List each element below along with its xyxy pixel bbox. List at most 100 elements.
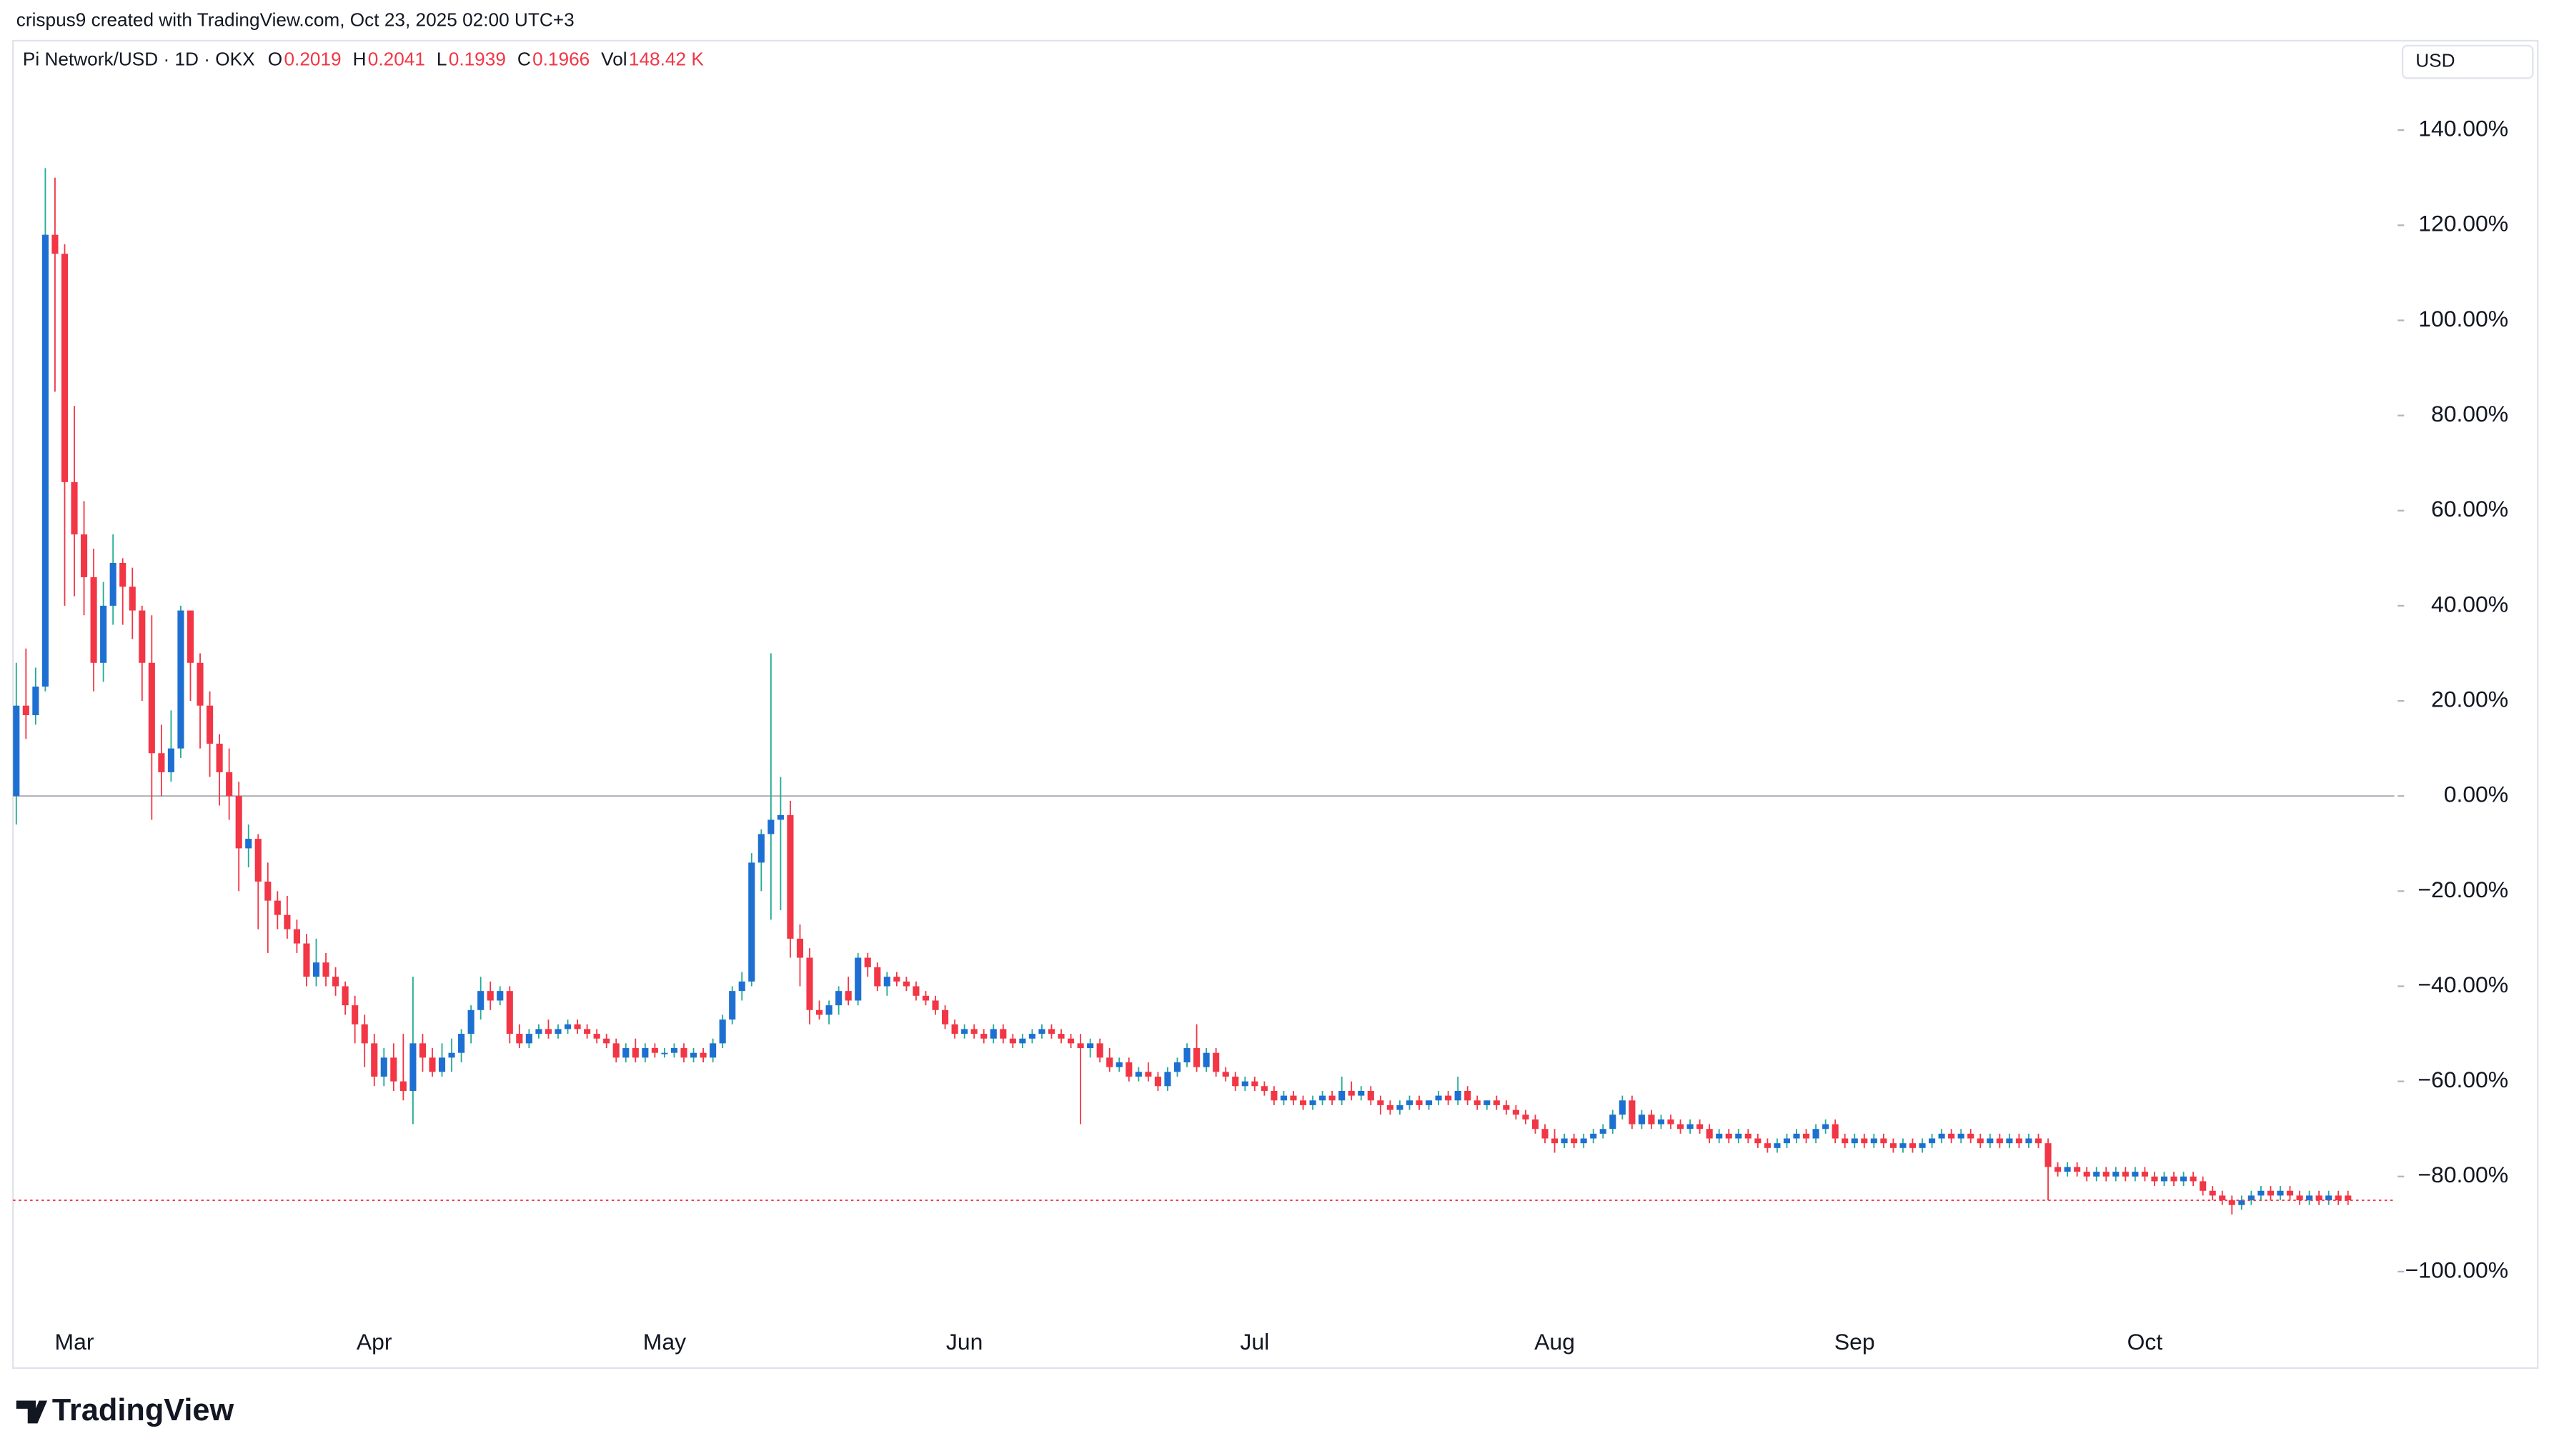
- candle-body: [419, 1043, 427, 1058]
- candle-body: [2064, 1167, 2071, 1172]
- x-tick-label: Sep: [1834, 1329, 1875, 1355]
- candle-body: [51, 234, 59, 254]
- candle-body: [1145, 1072, 1152, 1077]
- candle-body: [2160, 1176, 2168, 1182]
- candle-body: [2286, 1190, 2294, 1196]
- candle-body: [100, 605, 107, 663]
- candle-body: [1096, 1043, 1103, 1058]
- candle-body: [2006, 1138, 2013, 1144]
- y-tick-label: −100.00%: [2405, 1257, 2509, 1282]
- candle-body: [622, 1048, 630, 1058]
- candle-body: [2054, 1167, 2062, 1172]
- candle-body: [719, 1019, 726, 1044]
- x-tick-label: Oct: [2127, 1329, 2163, 1355]
- candle-body: [41, 234, 49, 687]
- candle-body: [2325, 1195, 2332, 1201]
- candle-body: [1173, 1062, 1181, 1072]
- candle-body: [670, 1048, 678, 1053]
- candle-body: [1667, 1119, 1674, 1125]
- candle-body: [1619, 1100, 1626, 1115]
- candle-body: [738, 981, 745, 992]
- candle-body: [1880, 1138, 1887, 1144]
- currency-box[interactable]: [2401, 44, 2534, 79]
- candle-body: [1629, 1100, 1636, 1125]
- candle-body: [1232, 1076, 1239, 1087]
- candle-body: [1793, 1133, 1800, 1139]
- candle-body: [1551, 1138, 1559, 1144]
- candle-body: [2044, 1143, 2052, 1167]
- candle-body: [187, 610, 194, 663]
- ohlc-value: 0.1939: [449, 48, 506, 69]
- candle-body: [1164, 1072, 1171, 1087]
- candle-body: [1842, 1138, 1849, 1144]
- candle-body: [148, 662, 155, 754]
- candle-body: [129, 587, 136, 611]
- candle-body: [226, 772, 233, 797]
- candle-body: [961, 1029, 968, 1034]
- y-tick-label: 80.00%: [2431, 401, 2508, 427]
- ohlc-value: 148.42 K: [629, 48, 704, 69]
- candle-body: [642, 1048, 649, 1058]
- candle-body: [1328, 1095, 1336, 1101]
- x-tick-label: Aug: [1534, 1329, 1575, 1355]
- candle-body: [2074, 1167, 2081, 1172]
- candle-body: [1531, 1119, 1539, 1130]
- candle-body: [332, 977, 339, 987]
- candle-body: [2219, 1195, 2226, 1201]
- candle-body: [516, 1034, 523, 1044]
- candle-body: [1435, 1095, 1442, 1101]
- candle-body: [603, 1038, 610, 1044]
- candle-body: [438, 1057, 446, 1072]
- candle-body: [399, 1081, 407, 1091]
- candle-body: [777, 814, 784, 820]
- candle-body: [1977, 1138, 1984, 1144]
- candle-body: [1048, 1029, 1055, 1034]
- y-tick-label: −80.00%: [2418, 1162, 2508, 1187]
- candle-body: [815, 1009, 823, 1015]
- candle-body: [1222, 1072, 1229, 1077]
- candle-body: [1580, 1138, 1587, 1144]
- candle-body: [1106, 1057, 1113, 1067]
- candle-body: [2102, 1172, 2110, 1177]
- chart-frame: [12, 39, 2539, 1370]
- candle-body: [1464, 1090, 1471, 1101]
- candle-body: [1338, 1090, 1346, 1101]
- candle-body: [1019, 1038, 1026, 1044]
- candle-body: [1948, 1133, 1955, 1139]
- candle-body: [1754, 1138, 1762, 1144]
- candle-body: [942, 1009, 949, 1024]
- candle-body: [1512, 1110, 1519, 1115]
- candle-body: [574, 1024, 581, 1029]
- candle-body: [710, 1043, 717, 1058]
- candle-body: [661, 1052, 668, 1054]
- candle-body: [1676, 1124, 1684, 1130]
- candle-body: [2238, 1200, 2245, 1205]
- candle-body: [458, 1034, 465, 1053]
- candle-body: [2190, 1176, 2197, 1182]
- candle-body: [1638, 1115, 1645, 1125]
- candle-body: [1271, 1090, 1278, 1101]
- y-tick-label: 20.00%: [2431, 686, 2508, 712]
- candle-body: [1735, 1133, 1742, 1139]
- candle-body: [1541, 1129, 1549, 1139]
- candle-body: [680, 1048, 687, 1058]
- candle-body: [1154, 1076, 1161, 1087]
- candle-body: [197, 662, 204, 706]
- candle-body: [855, 957, 862, 1001]
- candle-body: [1077, 1043, 1084, 1049]
- candle-body: [835, 991, 843, 1006]
- candle-body: [1783, 1138, 1791, 1144]
- candle-body: [235, 796, 242, 849]
- candle-body: [2112, 1172, 2120, 1177]
- candle-body: [1377, 1100, 1384, 1105]
- candle-body: [1938, 1133, 1945, 1139]
- candle-body: [1609, 1115, 1616, 1130]
- candle-body: [2200, 1181, 2207, 1191]
- candle-body: [748, 862, 755, 982]
- candle-body: [980, 1034, 988, 1039]
- currency[interactable]: USD: [2415, 50, 2455, 71]
- candle-body: [1889, 1143, 1897, 1148]
- candle-body: [1996, 1138, 2003, 1144]
- candle-body: [1396, 1105, 1403, 1110]
